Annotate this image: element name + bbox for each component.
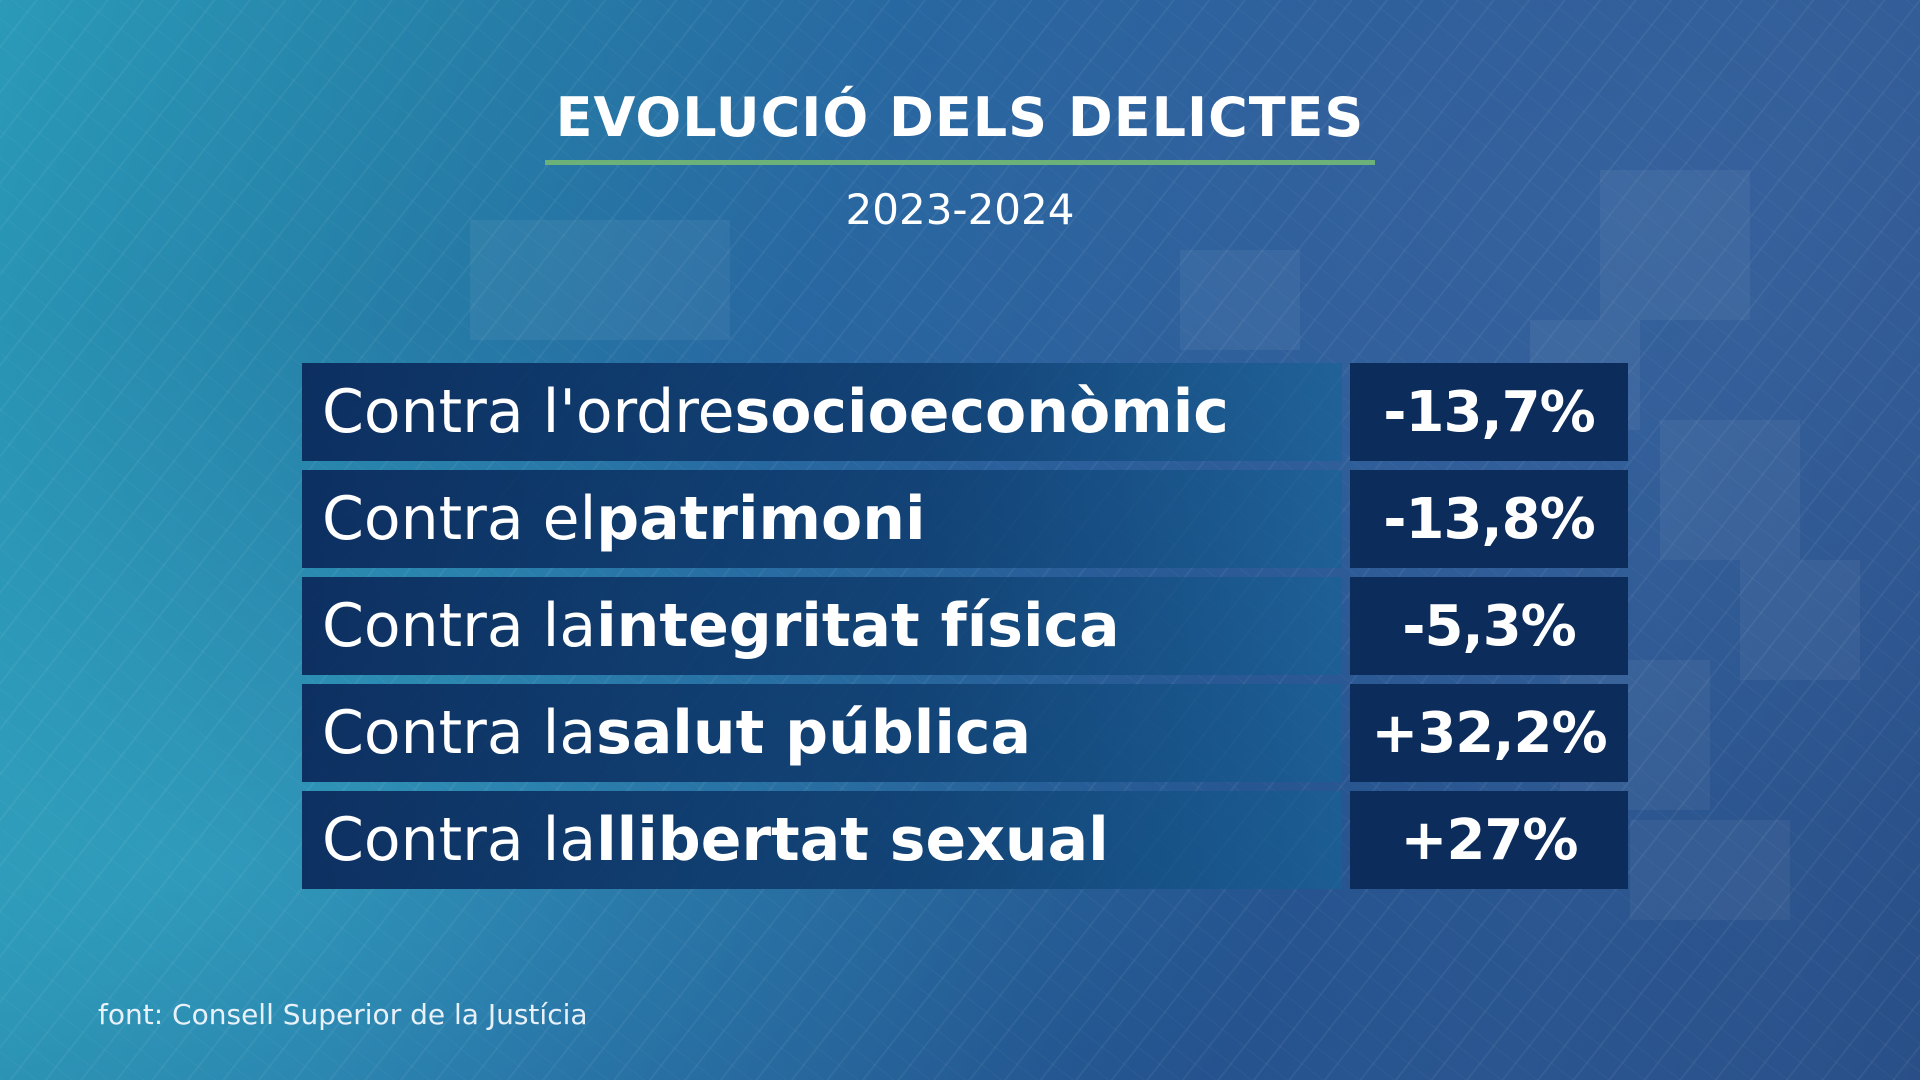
row-label-highlight: llibertat sexual	[596, 805, 1109, 875]
row-value: -13,8%	[1350, 470, 1628, 568]
row-label-highlight: socioeconòmic	[734, 377, 1229, 447]
row-label-highlight: integritat física	[596, 591, 1120, 661]
title-underline	[545, 160, 1375, 165]
row-label: Contra la llibertat sexual	[302, 791, 1342, 889]
row-value: -13,7%	[1350, 363, 1628, 461]
row-label: Contra el patrimoni	[302, 470, 1342, 568]
row-value: -5,3%	[1350, 577, 1628, 675]
page-subtitle: 2023-2024	[845, 185, 1075, 234]
table-row: Contra la integritat física -5,3%	[302, 577, 1628, 675]
table-row: Contra la llibertat sexual +27%	[302, 791, 1628, 889]
row-label-prefix: Contra l'ordre	[322, 377, 735, 447]
row-label: Contra la integritat física	[302, 577, 1342, 675]
row-label: Contra l'ordre socioeconòmic	[302, 363, 1342, 461]
table-row: Contra la salut pública +32,2%	[302, 684, 1628, 782]
row-label-highlight: patrimoni	[596, 484, 926, 554]
row-label-highlight: salut pública	[596, 698, 1031, 768]
row-label-prefix: Contra la	[322, 591, 597, 661]
table-row: Contra el patrimoni -13,8%	[302, 470, 1628, 568]
row-label-prefix: Contra el	[322, 484, 597, 554]
row-label-prefix: Contra la	[322, 805, 597, 875]
row-label: Contra la salut pública	[302, 684, 1342, 782]
title-block: EVOLUCIÓ DELS DELICTES	[545, 78, 1375, 165]
table-row: Contra l'ordre socioeconòmic -13,7%	[302, 363, 1628, 461]
page-title: EVOLUCIÓ DELS DELICTES	[555, 86, 1365, 149]
row-value: +27%	[1350, 791, 1628, 889]
row-value: +32,2%	[1350, 684, 1628, 782]
row-label-prefix: Contra la	[322, 698, 597, 768]
statistics-table: Contra l'ordre socioeconòmic -13,7% Cont…	[302, 363, 1628, 889]
source-note: font: Consell Superior de la Justícia	[98, 998, 588, 1031]
